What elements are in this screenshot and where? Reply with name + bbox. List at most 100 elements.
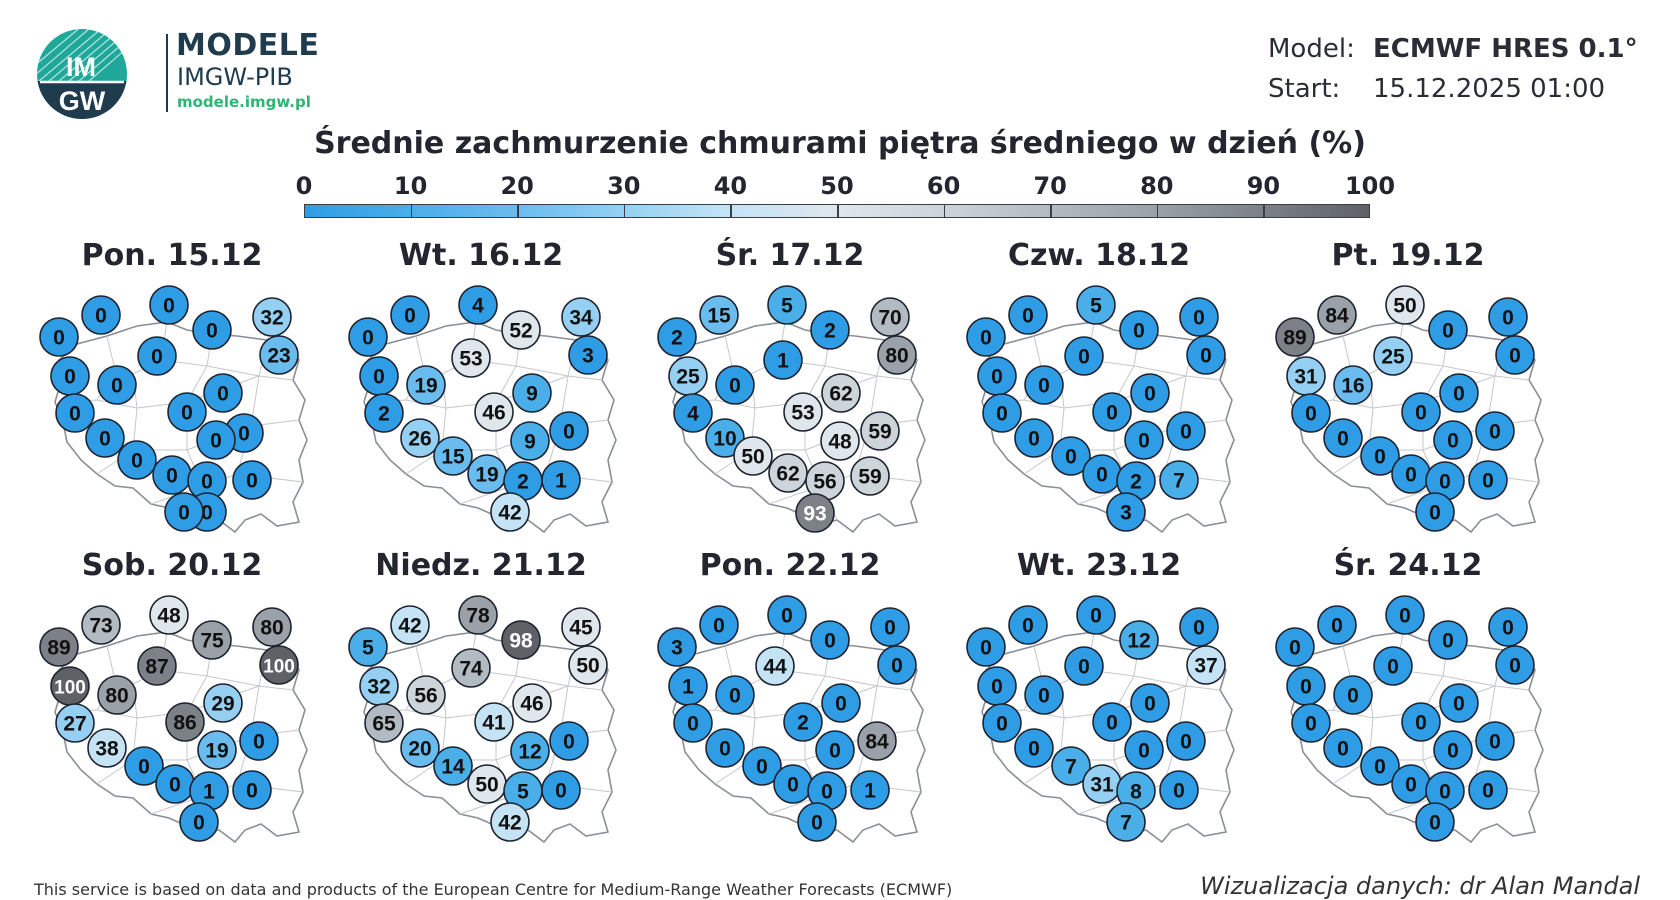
value-label: 0 <box>1453 693 1465 716</box>
value-label: 42 <box>498 502 521 525</box>
value-label: 0 <box>1180 421 1192 444</box>
value-label: 0 <box>891 655 903 678</box>
value-marker <box>568 335 608 375</box>
value-label: 0 <box>1337 738 1349 761</box>
value-label: 0 <box>1429 502 1441 525</box>
value-label: 70 <box>878 307 901 330</box>
value-label: 27 <box>63 713 86 736</box>
value-label: 1 <box>555 470 567 493</box>
value-label: 15 <box>707 305 731 328</box>
region-border <box>876 375 912 381</box>
value-label: 0 <box>1502 617 1514 640</box>
value-marker <box>1179 297 1219 337</box>
value-marker <box>1488 297 1528 337</box>
scale-label: 50 <box>820 172 854 200</box>
value-label: 0 <box>1065 446 1077 469</box>
value-marker <box>821 683 861 723</box>
value-label: 0 <box>1078 346 1090 369</box>
day-title: Niedz. 21.12 <box>375 548 587 583</box>
value-marker <box>1076 595 1116 635</box>
value-label: 93 <box>803 503 826 526</box>
value-marker <box>795 493 835 533</box>
value-label: 100 <box>54 678 86 699</box>
value-marker <box>767 285 807 325</box>
region-border <box>258 685 294 691</box>
value-marker <box>348 317 388 357</box>
value-label: 0 <box>1096 464 1108 487</box>
value-marker <box>1024 365 1064 405</box>
value-label: 89 <box>47 637 70 660</box>
scale-label: 20 <box>500 172 534 200</box>
value-marker <box>55 703 95 743</box>
value-label: 80 <box>260 617 283 640</box>
value-label: 0 <box>1453 383 1465 406</box>
value-marker <box>474 702 514 742</box>
value-label: 0 <box>687 713 699 736</box>
value-label: 9 <box>524 431 536 454</box>
value-marker <box>1014 418 1054 458</box>
value-marker <box>1024 675 1064 715</box>
model-label: Model: <box>1268 34 1355 64</box>
value-label: 0 <box>729 685 741 708</box>
value-marker <box>763 340 803 380</box>
value-marker <box>451 338 491 378</box>
value-label: 0 <box>253 731 265 754</box>
value-label: 0 <box>99 428 111 451</box>
value-label: 34 <box>569 307 593 330</box>
value-label: 0 <box>404 305 416 328</box>
value-label: 0 <box>64 366 76 389</box>
value-marker <box>1051 436 1091 476</box>
value-label: 0 <box>980 327 992 350</box>
value-marker <box>400 728 440 768</box>
value-label: 25 <box>1381 346 1405 369</box>
value-marker <box>1291 393 1331 433</box>
value-label: 7 <box>1065 756 1077 779</box>
value-label: 0 <box>1405 464 1417 487</box>
value-label: 80 <box>105 685 128 708</box>
day-title: Sob. 20.12 <box>81 548 263 583</box>
value-label: 0 <box>555 780 567 803</box>
value-label: 84 <box>1325 305 1349 328</box>
value-label: 5 <box>781 295 793 318</box>
value-marker <box>1119 620 1159 660</box>
value-marker <box>501 310 541 350</box>
value-label: 0 <box>1193 617 1205 640</box>
value-marker <box>81 605 121 645</box>
value-label: 0 <box>1106 712 1118 735</box>
value-label: 46 <box>482 402 505 425</box>
value-marker <box>97 675 137 715</box>
value-marker <box>1130 373 1170 413</box>
value-label: 0 <box>193 812 205 835</box>
value-marker <box>117 440 157 480</box>
value-marker <box>406 365 446 405</box>
value-label: 0 <box>1447 740 1459 763</box>
value-label: 0 <box>1022 615 1034 638</box>
scale-tick <box>623 204 626 218</box>
value-marker <box>568 645 608 685</box>
brand-url[interactable]: modele.imgw.pl <box>177 93 311 111</box>
value-marker <box>239 721 279 761</box>
value-marker <box>510 421 550 461</box>
value-label: 0 <box>206 320 218 343</box>
value-label: 3 <box>1120 502 1132 525</box>
value-marker <box>137 336 177 376</box>
value-label: 0 <box>181 402 193 425</box>
value-marker <box>364 393 404 433</box>
value-marker <box>850 456 890 496</box>
value-label: 0 <box>1028 428 1040 451</box>
value-label: 0 <box>1138 740 1150 763</box>
value-marker <box>167 392 207 432</box>
scale-label: 60 <box>926 172 961 200</box>
value-label: 0 <box>1305 403 1317 426</box>
value-label: 0 <box>238 423 250 446</box>
value-label: 0 <box>835 693 847 716</box>
value-label: 0 <box>996 403 1008 426</box>
value-marker <box>1433 730 1473 770</box>
value-label: 62 <box>776 463 799 486</box>
value-marker <box>1488 607 1528 647</box>
value-label: 0 <box>1374 446 1386 469</box>
value-marker <box>510 731 550 771</box>
